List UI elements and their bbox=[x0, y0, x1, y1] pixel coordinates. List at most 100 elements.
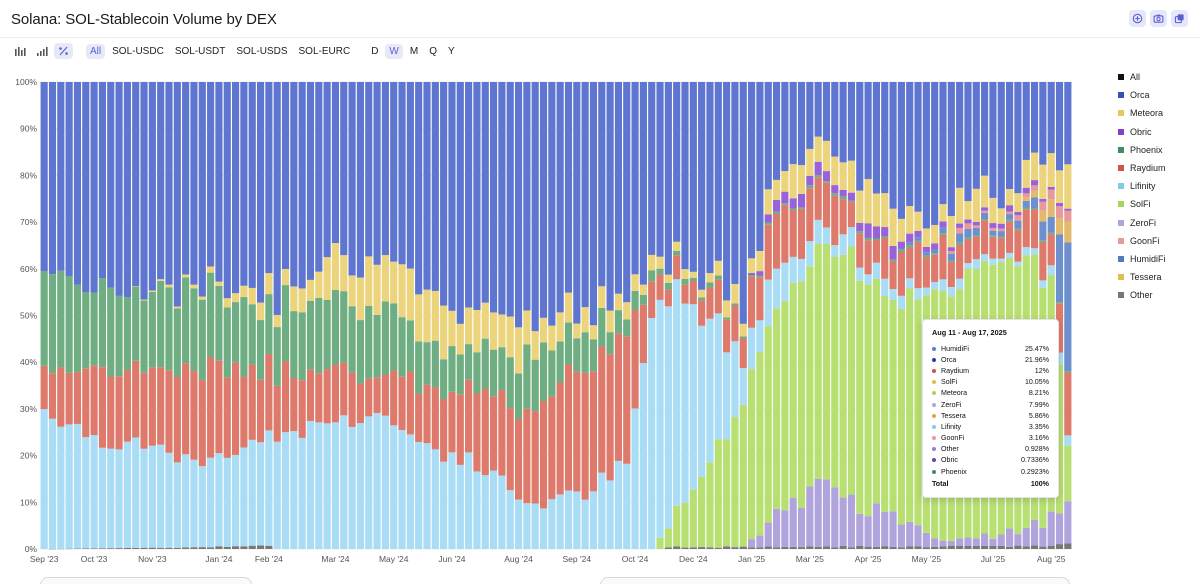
bar-segment-solfi bbox=[656, 537, 664, 549]
bar-segment-zerofi bbox=[997, 534, 1005, 546]
pair-sol-eurc[interactable]: SOL-EURC bbox=[298, 45, 351, 57]
bar-segment-raydium bbox=[664, 289, 672, 307]
interval-q[interactable]: Q bbox=[429, 45, 437, 57]
bar-segment-other bbox=[922, 547, 930, 549]
bar-segment-raydium bbox=[589, 371, 598, 492]
pair-sol-usdc[interactable]: SOL-USDC bbox=[112, 45, 164, 57]
bar-segment-zerofi bbox=[831, 487, 839, 548]
bar-segment-raydium bbox=[315, 373, 323, 423]
y-tick-label: 10% bbox=[20, 497, 37, 507]
bar-segment-zerofi bbox=[1014, 534, 1022, 546]
bar-segment-orca bbox=[748, 82, 756, 259]
tooltip-row-meteora: Meteora 8.21% bbox=[932, 388, 1049, 399]
bar-segment-orca bbox=[531, 82, 539, 332]
add-icon[interactable] bbox=[1129, 10, 1146, 27]
bar-segment-other bbox=[972, 545, 980, 549]
bar-segment-lifinity bbox=[939, 279, 947, 291]
bar-segment-meteora bbox=[265, 273, 273, 295]
interval-d[interactable]: D bbox=[371, 45, 379, 57]
bar-segment-meteora bbox=[215, 281, 223, 286]
legend-item-orca[interactable]: Orca bbox=[1118, 86, 1198, 104]
bar-segment-other bbox=[82, 548, 90, 549]
legend-item-other[interactable]: Other bbox=[1118, 286, 1198, 304]
bar-segment-solfi bbox=[797, 281, 806, 508]
legend-item-raydium[interactable]: Raydium bbox=[1118, 159, 1198, 177]
range-scrollbar-right[interactable] bbox=[600, 577, 1070, 584]
bar-segment-orca bbox=[889, 82, 897, 209]
bar-segment-raydium bbox=[57, 367, 65, 427]
legend-item-lifinity[interactable]: Lifinity bbox=[1118, 177, 1198, 195]
bar-segment-meteora bbox=[1030, 152, 1039, 181]
bar-segment-orca bbox=[639, 82, 647, 285]
bar-segment-lifinity bbox=[523, 503, 531, 549]
legend-item-all[interactable]: All bbox=[1118, 68, 1198, 86]
bar-segment-phoenix bbox=[398, 317, 406, 377]
bar-segment-obric bbox=[956, 223, 964, 228]
bar-segment-meteora bbox=[731, 284, 739, 304]
interval-w[interactable]: W bbox=[385, 43, 403, 59]
bar-segment-humidifi bbox=[1047, 216, 1055, 233]
bar-segment-orca bbox=[323, 82, 331, 258]
legend-item-goonfi[interactable]: GoonFi bbox=[1118, 232, 1198, 250]
bar-segment-meteora bbox=[481, 302, 489, 339]
bar-segment-lifinity bbox=[914, 288, 922, 300]
bar-chart-icon[interactable] bbox=[10, 43, 29, 59]
bar-segment-orca bbox=[881, 82, 889, 194]
bar-segment-zerofi bbox=[856, 513, 864, 546]
legend-item-phoenix[interactable]: Phoenix bbox=[1118, 141, 1198, 159]
pair-all[interactable]: All bbox=[86, 43, 106, 59]
bar-segment-other bbox=[781, 546, 789, 549]
bar-segment-lifinity bbox=[215, 453, 223, 547]
x-tick-label: Oct '24 bbox=[622, 554, 649, 564]
interval-y[interactable]: Y bbox=[448, 45, 455, 57]
tooltip-total-label: Total bbox=[932, 479, 949, 488]
legend-item-meteora[interactable]: Meteora bbox=[1118, 104, 1198, 122]
interval-m[interactable]: M bbox=[409, 45, 419, 57]
signal-bars-icon[interactable] bbox=[32, 43, 51, 59]
bar-segment-orca bbox=[706, 82, 714, 274]
bar-segment-lifinity bbox=[906, 278, 914, 289]
bar-segment-lifinity bbox=[606, 480, 614, 549]
legend-swatch bbox=[1118, 74, 1124, 81]
range-scrollbar-left[interactable] bbox=[40, 577, 252, 584]
bar-segment-raydium bbox=[731, 305, 739, 342]
bar-segment-zerofi bbox=[748, 539, 756, 548]
bar-segment-phoenix bbox=[706, 282, 714, 288]
bar-segment-other bbox=[207, 547, 215, 549]
x-tick-label: Aug '24 bbox=[504, 554, 533, 564]
tooltip-row-value: 21.96% bbox=[1024, 355, 1049, 364]
bar-segment-phoenix bbox=[748, 274, 756, 277]
bar-segment-meteora bbox=[689, 271, 697, 278]
bar-segment-phoenix bbox=[648, 270, 656, 282]
share-icon[interactable] bbox=[1171, 10, 1188, 27]
bar-segment-orca bbox=[689, 82, 697, 272]
bar-segment-meteora bbox=[1047, 153, 1055, 187]
camera-icon[interactable] bbox=[1150, 10, 1167, 27]
bar-segment-lifinity bbox=[365, 416, 373, 549]
bar-segment-other bbox=[947, 545, 955, 549]
bar-segment-meteora bbox=[165, 284, 173, 288]
tooltip-row-name: Phoenix bbox=[941, 467, 967, 476]
bar-segment-solfi bbox=[772, 308, 781, 509]
bar-segment-lifinity bbox=[173, 462, 181, 548]
bar-segment-raydium bbox=[764, 224, 772, 280]
bar-segment-orca bbox=[864, 82, 872, 180]
percent-icon[interactable] bbox=[54, 43, 73, 59]
legend-item-tessera[interactable]: Tessera bbox=[1118, 268, 1198, 286]
legend-item-obric[interactable]: Obric bbox=[1118, 123, 1198, 141]
bar-segment-solfi bbox=[781, 301, 789, 511]
bar-segment-other bbox=[223, 547, 231, 549]
bar-segment-raydium bbox=[440, 399, 448, 462]
pair-sol-usds[interactable]: SOL-USDS bbox=[236, 45, 288, 57]
bar-segment-raydium bbox=[398, 376, 406, 430]
legend-item-humidifi[interactable]: HumidiFi bbox=[1118, 250, 1198, 268]
tooltip-dot bbox=[932, 346, 936, 351]
pair-sol-usdt[interactable]: SOL-USDT bbox=[174, 45, 226, 57]
bar-segment-orca bbox=[931, 82, 939, 225]
bar-segment-other bbox=[182, 547, 190, 549]
legend-item-zerofi[interactable]: ZeroFi bbox=[1118, 214, 1198, 232]
bar-segment-lifinity bbox=[739, 368, 747, 405]
legend-label: Phoenix bbox=[1130, 144, 1163, 155]
legend-item-solfi[interactable]: SolFi bbox=[1118, 195, 1198, 213]
bar-segment-zerofi bbox=[981, 533, 989, 546]
